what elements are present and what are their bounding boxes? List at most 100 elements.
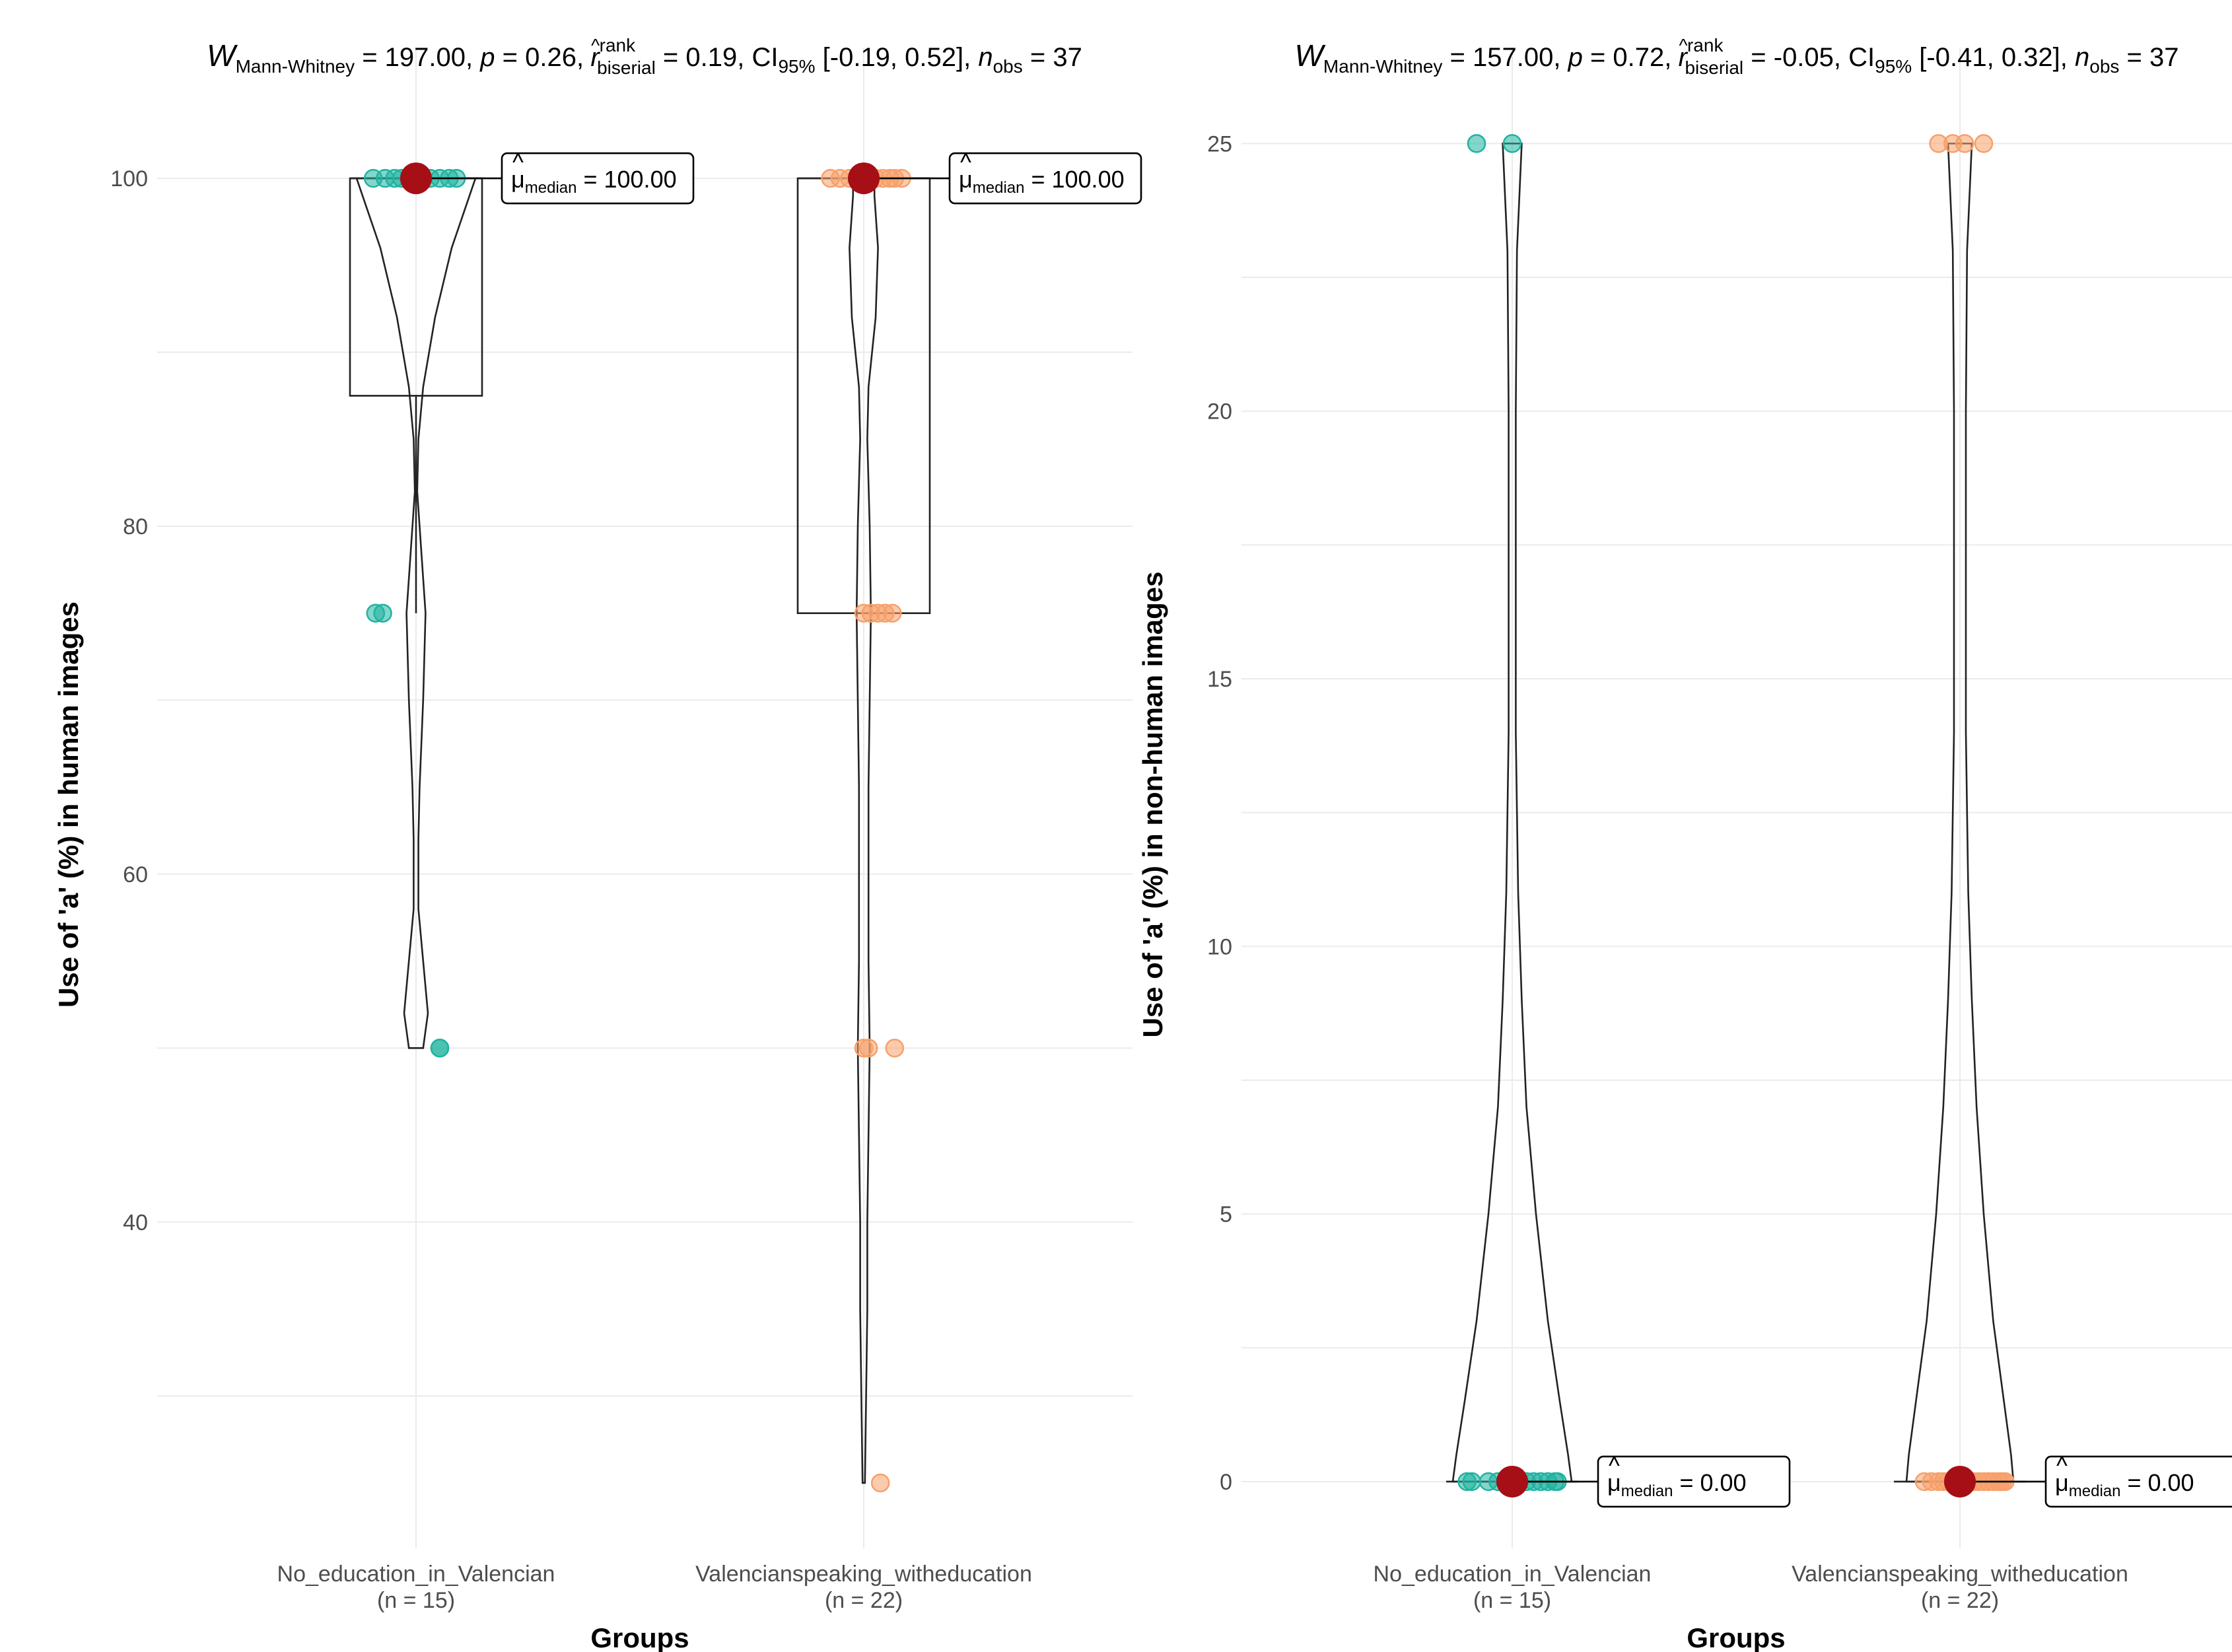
data-point [430,1039,450,1058]
title-ci-sub: 95% [778,56,815,77]
median-label-hat: ^ [2056,1452,2068,1479]
x-axis-title-text: Groups [590,1622,689,1652]
category-n: (n = 22) [1921,1588,1999,1613]
title-n: n [2075,43,2089,72]
y-axis-title: Use of 'a' (%) in human images [53,602,84,1008]
median-label-box [501,152,695,205]
title-w-sub: Mann-Whitney [1323,56,1443,77]
median-label-mu: μ [1607,1469,1621,1496]
title-r-sub: biserial [597,57,656,78]
category-n-label: (n = 22) [1921,1588,1999,1613]
group-2: μmedian = 100.00^Valencianspeaking_withe… [695,149,1142,1613]
x-axis-title: Groups [1687,1622,1785,1652]
median-point [1944,1465,1976,1497]
y-tick-label: 100 [110,166,148,191]
y-tick-label: 15 [1207,667,1232,692]
title-p: p [1568,43,1583,72]
title-p: p [479,43,495,72]
median-label-sub: median [1621,1482,1673,1500]
title-r-value: = 0.19, [656,43,752,72]
data-point [373,603,392,623]
median-label-mu: μ [2055,1469,2069,1496]
title-w-value: = 157.00, [1442,43,1568,72]
data-point [882,603,902,623]
title-w-sub: Mann-Whitney [236,56,355,77]
category-n-label: (n = 15) [377,1588,455,1613]
title-ci: CI [751,43,778,72]
title-r-hat: ^ [591,35,600,55]
median-label-value: = 100.00 [1024,166,1124,193]
category-n-label: (n = 22) [825,1588,903,1613]
median-label-hat-glyph: ^ [512,149,524,176]
group-1: μmedian = 0.00 ^ No_education_in_Valencian… [1374,134,1791,1613]
violin [1451,143,1573,1483]
median-label-hat: ^ [1609,1452,1620,1479]
y-axis-title: Use of 'a' (%) in non-human images [1137,571,1168,1037]
median-label: μmedian = 100.00 [511,166,677,197]
category-name: Valencianspeaking_witheducation [1792,1562,2128,1587]
median-label-value: = 0.00 [1673,1469,1746,1496]
title-r-sup: rank [1687,35,1724,55]
data-point [870,1473,890,1493]
title-p-value: = 0.26, [495,43,592,72]
title-p-value: = 0.72, [1583,43,1679,72]
title-n-sub: obs [993,56,1023,77]
category-label: No_education_in_Valencian [1374,1562,1652,1587]
median-label-value: = 100.00 [576,166,676,193]
title-w: W [207,38,238,73]
median-point [400,162,432,195]
data-point [858,1039,878,1058]
median-label-mu: μ [959,166,973,193]
median-label-box [2044,1455,2232,1508]
category-label: Valencianspeaking_witheducation [1792,1562,2128,1587]
median-label: μmedian = 0.00 [2055,1469,2194,1500]
group-2: μmedian = 0.00^ Valencianspeaking_withedu… [1792,134,2232,1613]
title-n-value: = 37 [1023,43,1082,72]
title-n: n [978,43,993,72]
category-name: No_education_in_Valencian [277,1562,555,1587]
y-tick-label: 60 [123,862,148,887]
y-tick-label: 20 [1207,399,1232,425]
y-tick-label: 25 [1207,131,1232,156]
median-label-hat: ^ [512,149,524,176]
category-n: (n = 22) [825,1588,903,1613]
y-axis-title-text: Use of 'a' (%) in non-human images [1137,571,1168,1037]
median-label-mu: μ [511,166,525,193]
y-tick-label: 5 [1220,1202,1232,1227]
x-axis-title: Groups [590,1622,689,1652]
data-point [1955,134,1974,153]
title-ci-value: [-0.41, 0.32], [1912,43,2075,72]
y-tick-label: 0 [1220,1470,1232,1495]
group-1: μmedian = 100.00^ No_education_in_Valenci… [277,149,695,1613]
x-axis-title-text: Groups [1687,1622,1785,1652]
median-label-sub: median [973,179,1025,197]
category-n: (n = 15) [377,1588,455,1613]
median-label: μmedian = 100.00 [959,166,1125,197]
title-w: W [1295,38,1327,73]
title-ci-value: [-0.19, 0.52], [816,43,979,72]
median-point [848,162,880,195]
title-r-value: = -0.05, [1743,43,1848,72]
data-point [885,1039,905,1058]
data-point [1462,1472,1482,1492]
data-point [1502,134,1522,153]
median-label-sub: median [2069,1482,2121,1500]
title-ci: CI [1848,43,1875,72]
median-label-hat-glyph: ^ [2056,1452,2068,1479]
category-label: No_education_in_Valencian [277,1562,555,1587]
title-n-value: = 37 [2119,43,2179,72]
median-point [1496,1465,1528,1497]
title-n-sub: obs [2089,56,2119,77]
data-point [1467,134,1486,153]
title-r-hat: ^ [1679,35,1688,55]
median-label-hat: ^ [960,149,971,176]
stats-title: WMann-Whitney = 157.00, p = 0.72, ^rrank… [1295,35,2179,78]
category-n: (n = 15) [1473,1588,1551,1613]
median-label-box [948,152,1142,205]
median-label-box [1597,1455,1791,1508]
y-tick-label: 80 [123,514,148,539]
data-point [1974,134,1994,153]
